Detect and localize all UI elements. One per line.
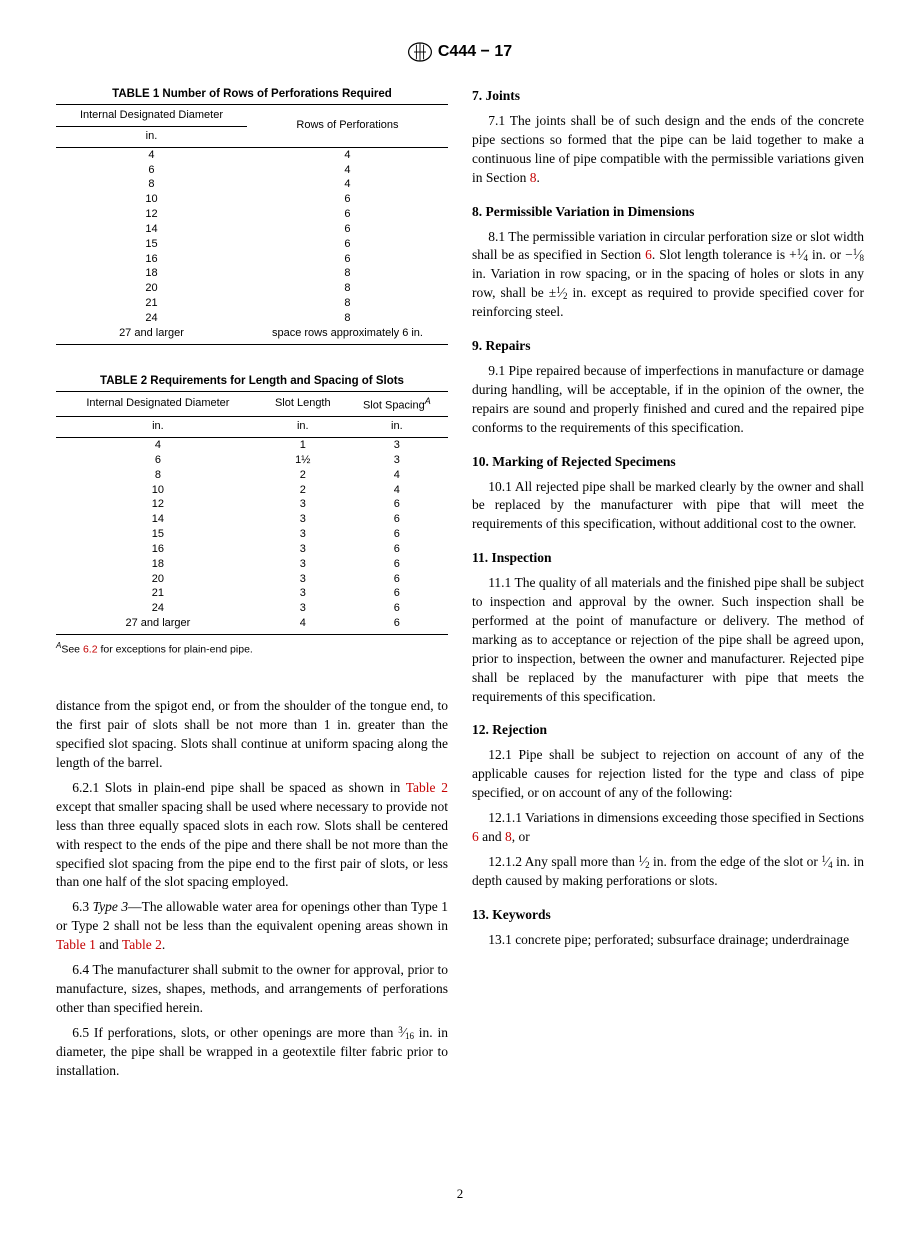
sec-13-head: 13. Keywords bbox=[472, 907, 864, 923]
right-column: 7. Joints 7.1 The joints shall be of suc… bbox=[472, 88, 864, 1086]
doc-id: C444 − 17 bbox=[438, 43, 512, 61]
sec-10-head: 10. Marking of Rejected Specimens bbox=[472, 454, 864, 470]
para-12-1: 12.1 Pipe shall be subject to rejection … bbox=[472, 746, 864, 803]
table1: Internal Designated Diameter Rows of Per… bbox=[56, 104, 448, 345]
para-6-2-1: 6.2.1 Slots in plain-end pipe shall be s… bbox=[56, 779, 448, 892]
table-row: 413 bbox=[56, 438, 448, 453]
table-row: 1636 bbox=[56, 542, 448, 557]
table2-col2-header: Slot Length bbox=[260, 391, 346, 417]
table2-col1-header: Internal Designated Diameter bbox=[56, 391, 260, 417]
two-column-layout: TABLE 1 Number of Rows of Perforations R… bbox=[56, 88, 864, 1086]
para-continuation: distance from the spigot end, or from th… bbox=[56, 697, 448, 773]
table-row: 61½3 bbox=[56, 453, 448, 468]
table-row: 27 and larger46 bbox=[56, 616, 448, 634]
table2-col3-header: Slot SpacingA bbox=[346, 391, 448, 417]
table-row: 106 bbox=[56, 192, 448, 207]
table-row: 218 bbox=[56, 296, 448, 311]
para-6-5: 6.5 If perforations, slots, or other ope… bbox=[56, 1024, 448, 1081]
table1-col1-unit: in. bbox=[56, 126, 247, 147]
table-row: 2136 bbox=[56, 586, 448, 601]
sec-8-head: 8. Permissible Variation in Dimensions bbox=[472, 204, 864, 220]
table-row: 2436 bbox=[56, 601, 448, 616]
table-row: 84 bbox=[56, 177, 448, 192]
table-row: 1536 bbox=[56, 527, 448, 542]
para-6-4: 6.4 The manufacturer shall submit to the… bbox=[56, 961, 448, 1018]
table1-col2-header: Rows of Perforations bbox=[247, 105, 448, 148]
para-6-3: 6.3 Type 3—The allowable water area for … bbox=[56, 898, 448, 955]
table-row: 188 bbox=[56, 266, 448, 281]
table1-col1-header: Internal Designated Diameter bbox=[56, 105, 247, 127]
doc-header: C444 − 17 bbox=[56, 40, 864, 64]
page-number: 2 bbox=[56, 1186, 864, 1202]
table-row: 208 bbox=[56, 281, 448, 296]
sec-7-head: 7. Joints bbox=[472, 88, 864, 104]
para-10-1: 10.1 All rejected pipe shall be marked c… bbox=[472, 478, 864, 535]
para-9-1: 9.1 Pipe repaired because of imperfectio… bbox=[472, 362, 864, 438]
astm-logo bbox=[408, 40, 432, 64]
para-7-1: 7.1 The joints shall be of such design a… bbox=[472, 112, 864, 188]
table2-title: TABLE 2 Requirements for Length and Spac… bbox=[56, 375, 448, 387]
table-row: 156 bbox=[56, 237, 448, 252]
table-row: 2036 bbox=[56, 572, 448, 587]
table-row: 248 bbox=[56, 311, 448, 326]
table-row: 64 bbox=[56, 163, 448, 178]
para-13-1: 13.1 concrete pipe; perforated; subsurfa… bbox=[472, 931, 864, 950]
table2: Internal Designated Diameter Slot Length… bbox=[56, 391, 448, 635]
table-row: 44 bbox=[56, 147, 448, 162]
table-row: 146 bbox=[56, 222, 448, 237]
para-12-1-2: 12.1.2 Any spall more than 1⁄2 in. from … bbox=[472, 853, 864, 891]
table-row: 166 bbox=[56, 252, 448, 267]
table-row: 1024 bbox=[56, 483, 448, 498]
table-row: 27 and largerspace rows approximately 6 … bbox=[56, 326, 448, 344]
left-column: TABLE 1 Number of Rows of Perforations R… bbox=[56, 88, 448, 1086]
para-8-1: 8.1 The permissible variation in circula… bbox=[472, 228, 864, 322]
para-12-1-1: 12.1.1 Variations in dimensions exceedin… bbox=[472, 809, 864, 847]
para-11-1: 11.1 The quality of all materials and th… bbox=[472, 574, 864, 706]
table-row: 1236 bbox=[56, 497, 448, 512]
sec-11-head: 11. Inspection bbox=[472, 550, 864, 566]
table-row: 126 bbox=[56, 207, 448, 222]
table-row: 824 bbox=[56, 468, 448, 483]
table2-col2-unit: in. bbox=[260, 417, 346, 438]
table-row: 1436 bbox=[56, 512, 448, 527]
table2-col3-unit: in. bbox=[346, 417, 448, 438]
table1-title: TABLE 1 Number of Rows of Perforations R… bbox=[56, 88, 448, 100]
table2-footnote: ASee 6.2 for exceptions for plain-end pi… bbox=[56, 641, 448, 656]
table-row: 1836 bbox=[56, 557, 448, 572]
sec-12-head: 12. Rejection bbox=[472, 722, 864, 738]
table2-col1-unit: in. bbox=[56, 417, 260, 438]
sec-9-head: 9. Repairs bbox=[472, 338, 864, 354]
